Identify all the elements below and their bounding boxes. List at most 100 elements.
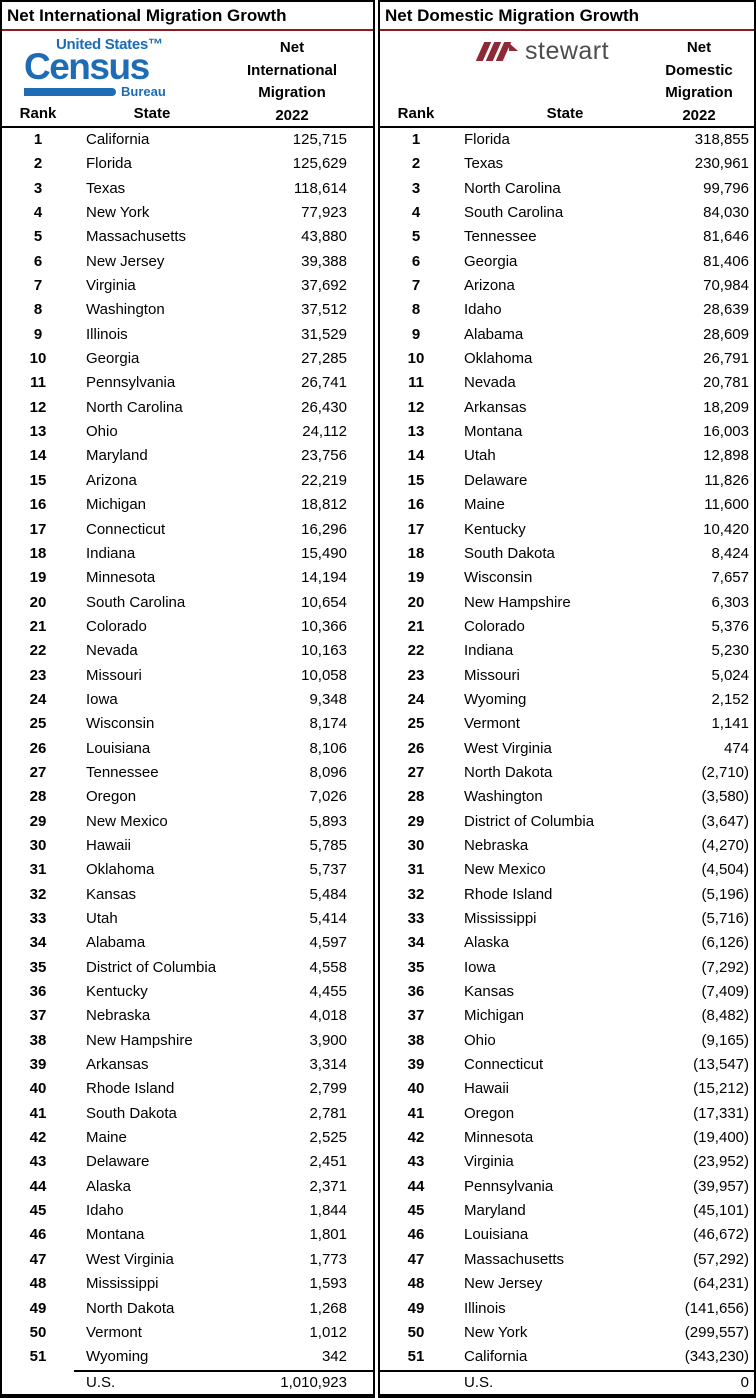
table-row: 29 District of Columbia (3,647) [380,810,754,834]
value-cell: 4,455 [309,983,347,1001]
state-cell: Oregon [86,788,137,806]
table-row: 8 Washington 37,512 [2,298,373,322]
state-cell: Massachusetts [464,1250,565,1268]
value-cell: 2,781 [309,1104,347,1122]
value-cell: 37,692 [301,277,347,295]
rank-cell: 5 [33,228,43,246]
value-cell: 11,826 [704,471,749,489]
value-cell: 16,296 [301,520,347,538]
value-cell: (57,292) [693,1250,749,1268]
state-cell: New Hampshire [86,1031,193,1049]
table-row: 50 New York (299,557) [380,1321,754,1345]
value-cell: (141,656) [684,1299,749,1317]
census-logo-bar-icon [24,87,116,96]
state-cell: South Carolina [464,204,564,222]
state-cell: Texas [464,155,504,173]
total-label: U.S. [74,1369,241,1394]
rank-cell: 40 [29,1080,47,1098]
value-cell: 15,490 [301,544,347,562]
rank-cell: 34 [407,934,425,952]
state-cell: Colorado [464,617,525,635]
value-cell: 10,366 [301,617,347,635]
state-cell: North Dakota [464,763,553,781]
rank-cell: 5 [411,228,421,246]
table-row: 41 Oregon (17,331) [380,1102,754,1126]
table-row: 5 Massachusetts 43,880 [2,225,373,249]
value-cell: 5,893 [309,812,347,830]
rank-cell: 24 [407,690,425,708]
table-row: 34 Alabama 4,597 [2,931,373,955]
rank-cell: 14 [29,447,47,465]
value-cell: 23,756 [301,447,347,465]
rank-cell: 35 [29,958,47,976]
table-row: 24 Iowa 9,348 [2,688,373,712]
table-row: 20 South Carolina 10,654 [2,591,373,615]
rank-cell: 27 [29,763,47,781]
rank-cell: 46 [407,1226,425,1244]
table-row: 20 New Hampshire 6,303 [380,591,754,615]
rank-cell: 2 [33,155,43,173]
table-row: 1 California 125,715 [2,128,373,152]
value-cell: (5,716) [701,910,749,927]
table-row: 26 West Virginia 474 [380,737,754,761]
value-cell: 11,600 [704,496,749,514]
rank-cell: 13 [29,423,47,441]
rank-cell: 11 [30,374,46,392]
value-cell: (3,580) [701,788,749,806]
rank-cell: 46 [29,1226,47,1244]
value-cell: 22,219 [301,471,347,489]
state-cell: North Carolina [86,398,183,416]
rank-cell: 36 [29,983,47,1001]
rank-cell: 7 [411,277,421,295]
state-cell: Arkansas [86,1056,149,1074]
value-cell: 2,152 [711,690,749,708]
table-row: 38 New Hampshire 3,900 [2,1029,373,1053]
rank-cell: 24 [29,690,47,708]
rank-cell: 25 [29,715,47,733]
table-row: 46 Montana 1,801 [2,1223,373,1247]
value-cell: 77,923 [301,204,347,222]
table-row: 50 Vermont 1,012 [2,1321,373,1345]
table-row: 36 Kansas (7,409) [380,980,754,1004]
rank-cell: 39 [407,1056,425,1074]
value-cell: (7,292) [701,958,749,976]
value-cell: 43,880 [301,228,347,246]
value-cell: 84,030 [703,204,749,222]
table-row: 42 Maine 2,525 [2,1126,373,1150]
table-row: 4 New York 77,923 [2,201,373,225]
international-value-column-header: Net International Migration 2022 [225,37,359,127]
value-cell: (8,482) [701,1007,749,1025]
rank-cell: 38 [29,1031,47,1049]
state-cell: New York [464,1323,528,1341]
rank-cell: 2 [411,155,421,173]
rank-cell: 37 [29,1007,47,1025]
rank-cell: 20 [29,593,47,611]
table-row: 49 Illinois (141,656) [380,1297,754,1321]
state-cell: Montana [464,423,523,441]
value-cell: (13,547) [693,1056,749,1074]
value-cell: 5,737 [309,861,347,879]
value-cell: 27,285 [301,350,347,368]
state-cell: Washington [464,788,543,806]
rank-cell: 27 [407,763,425,781]
stewart-logo-text: stewart [525,37,610,65]
rank-cell: 19 [407,569,425,587]
value-cell: 342 [321,1348,347,1366]
table-row: 43 Delaware 2,451 [2,1150,373,1174]
international-table-header: United States™ Census Bureau Net Interna… [2,31,373,128]
table-row: 9 Illinois 31,529 [2,323,373,347]
rank-cell: 45 [407,1202,425,1220]
state-cell: Vermont [86,1323,142,1341]
state-cell: Arizona [86,471,137,489]
state-cell: Iowa [464,958,496,976]
rank-cell: 50 [29,1323,47,1341]
value-cell: 125,629 [292,155,347,173]
value-cell: (7,409) [701,983,749,1001]
state-cell: Virginia [464,1153,514,1171]
value-cell: 3,900 [309,1031,347,1049]
rank-cell: 3 [411,179,421,197]
state-cell: New Jersey [464,1275,543,1293]
value-cell: 18,812 [301,496,347,514]
state-cell: District of Columbia [86,958,217,976]
value-cell: 10,163 [301,642,347,660]
